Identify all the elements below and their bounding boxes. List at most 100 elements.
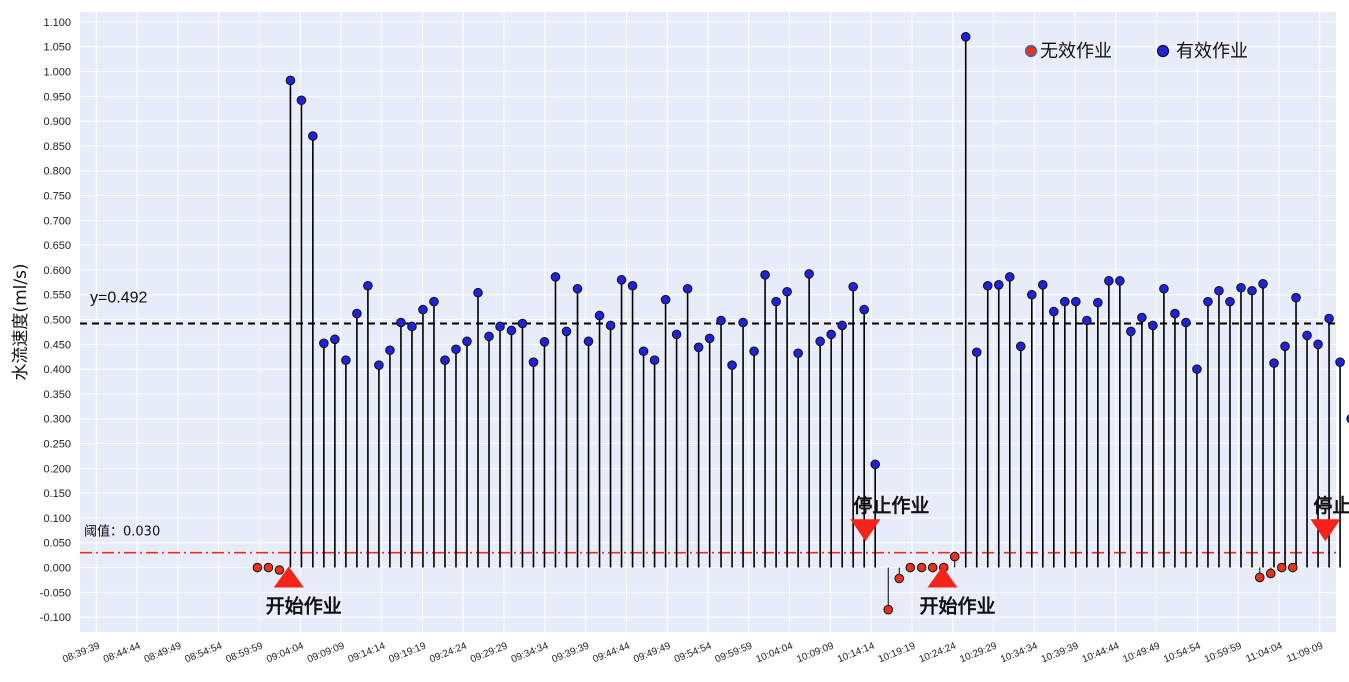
x-tick-label: 10:04:04 <box>754 640 795 665</box>
valid-point <box>804 269 814 279</box>
valid-point <box>605 320 616 331</box>
x-tick-label: 09:04:04 <box>265 640 306 665</box>
valid-point <box>319 338 329 349</box>
valid-point <box>330 334 340 345</box>
valid-point <box>572 283 583 294</box>
valid-point <box>308 131 318 141</box>
start-annotation-label: 开始作业 <box>919 595 995 618</box>
x-tick-label: 09:09:09 <box>306 640 347 665</box>
x-tick-label: 11:04:04 <box>1245 640 1285 665</box>
valid-point <box>1026 289 1037 300</box>
stop-annotation-label: 停止作业 <box>853 494 929 517</box>
y-tick-label: 0.000 <box>43 563 71 575</box>
y-tick-label: 0.550 <box>43 290 71 302</box>
valid-point <box>1269 358 1279 368</box>
x-tick-label: 10:54:54 <box>1162 640 1203 665</box>
valid-point <box>1015 341 1026 352</box>
valid-point <box>993 280 1004 290</box>
valid-point <box>616 275 627 285</box>
valid-point <box>771 296 781 307</box>
start-arrow-icon <box>927 566 958 588</box>
x-tick-label: 08:54:54 <box>184 640 225 665</box>
stems <box>278 36 1341 610</box>
valid-point <box>495 321 505 332</box>
valid-point <box>352 308 362 319</box>
invalid-point <box>274 565 285 575</box>
y-tick-label: 0.650 <box>43 240 71 252</box>
invalid-point <box>263 562 274 573</box>
x-tick-label: 10:14:14 <box>836 640 877 665</box>
valid-point <box>837 320 847 331</box>
valid-point <box>960 32 971 42</box>
y-tick-label: 0.750 <box>43 191 71 203</box>
valid-point <box>473 287 483 298</box>
y-tick-label: 0.300 <box>43 414 71 426</box>
valid-point <box>385 345 395 356</box>
legend-label-valid: 有效作业 <box>1176 41 1248 62</box>
valid-point <box>296 95 307 106</box>
y-tick-label: 0.850 <box>43 141 71 153</box>
valid-point <box>1104 276 1114 286</box>
threshold-label: 阈值：0.030 <box>84 524 160 540</box>
valid-point <box>1115 276 1125 286</box>
valid-point <box>517 318 528 329</box>
legend: 无效作业 有效作业 <box>1024 41 1248 62</box>
x-tick-label: 10:19:19 <box>877 640 918 665</box>
y-tick-label: 1.050 <box>43 42 71 54</box>
invalid-point <box>916 562 927 573</box>
x-tick-label: 10:44:44 <box>1081 640 1122 665</box>
x-tick-label: 10:24:24 <box>918 640 959 665</box>
valid-point <box>760 270 770 280</box>
valid-point <box>418 304 428 315</box>
invalid-point <box>894 573 905 584</box>
valid-point <box>671 329 682 340</box>
valid-point <box>682 283 693 294</box>
y-tick-label: 0.350 <box>43 389 71 401</box>
valid-point <box>1060 296 1070 307</box>
valid-point <box>982 280 993 291</box>
valid-point <box>793 348 803 359</box>
legend-marker-valid <box>1156 44 1170 58</box>
valid-point <box>550 272 561 282</box>
start-annotation-label: 开始作业 <box>266 595 342 618</box>
y-tick-label: 0.500 <box>43 315 71 327</box>
valid-point <box>1049 306 1059 317</box>
valid-point <box>285 75 296 86</box>
valid-point <box>1258 279 1268 289</box>
y-tick-label: 0.450 <box>43 339 71 351</box>
x-tick-label: 09:44:44 <box>591 640 632 665</box>
reference-line-label: y=0.492 <box>90 289 147 306</box>
x-tick-label: 10:59:59 <box>1203 640 1244 665</box>
x-tick-label: 09:34:34 <box>510 640 551 665</box>
valid-point <box>716 315 726 326</box>
y-tick-label: 0.600 <box>43 265 71 277</box>
x-tick-label: 09:39:39 <box>551 640 592 665</box>
invalid-point <box>905 562 916 573</box>
valid-point <box>363 280 373 291</box>
x-tick-label: 10:09:09 <box>795 640 836 665</box>
valid-point <box>749 346 759 357</box>
x-tick-label: 10:39:39 <box>1040 640 1081 665</box>
valid-point <box>1093 297 1103 308</box>
valid-point <box>451 344 461 355</box>
valid-point <box>1236 282 1246 293</box>
x-tick-label: 10:34:34 <box>999 640 1040 665</box>
valid-point <box>1280 341 1290 352</box>
x-tick-labels: 08:39:39 08:44:44 08:49:49 08:54:54 08:59:59… <box>61 640 1325 665</box>
start-arrow-icon <box>273 566 304 588</box>
y-tick-label: 0.200 <box>43 463 71 475</box>
valid-point <box>1214 285 1224 296</box>
x-tick-label: 09:19:19 <box>387 640 428 665</box>
x-tick-label: 09:49:49 <box>632 640 673 665</box>
x-tick-label: 08:44:44 <box>102 640 143 665</box>
valid-point <box>506 325 517 336</box>
valid-point <box>1302 330 1312 341</box>
x-tick-label: 10:49:49 <box>1121 640 1162 665</box>
invalid-point <box>949 551 960 562</box>
x-tick-label: 10:29:29 <box>958 640 999 665</box>
invalid-point <box>252 562 263 573</box>
valid-point <box>1170 308 1180 319</box>
x-tick-label: 09:59:59 <box>714 640 755 665</box>
